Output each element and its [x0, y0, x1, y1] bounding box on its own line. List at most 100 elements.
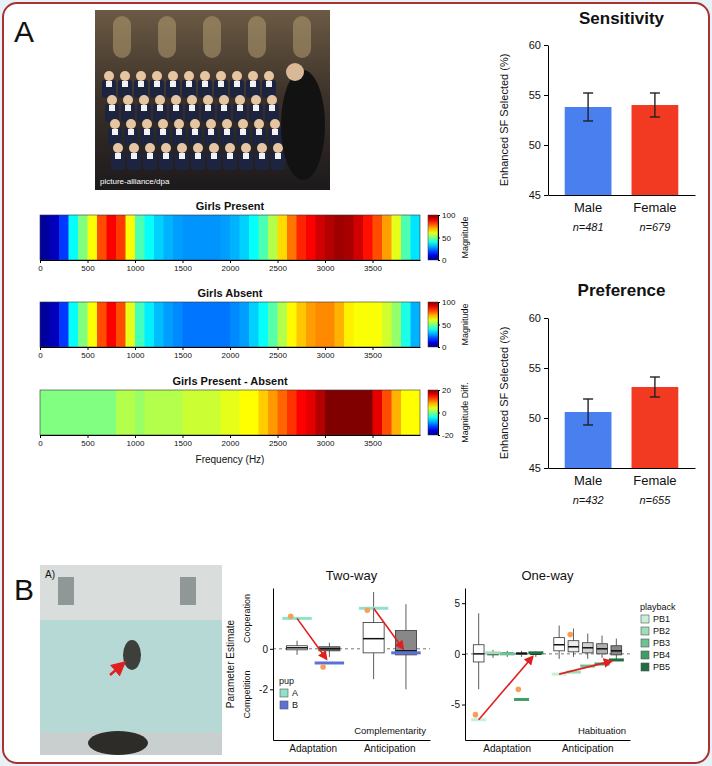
photo: picture-alliance/dpa	[95, 10, 330, 190]
tick: 0	[454, 649, 465, 660]
heatmap-cell	[354, 215, 364, 260]
photo-figure	[173, 105, 179, 111]
median	[611, 650, 622, 652]
tick-label: Anticipation	[364, 743, 416, 754]
photo-figure	[161, 143, 171, 153]
median	[287, 647, 308, 649]
chart-title: Girls Present - Absent	[172, 375, 287, 387]
tick-label: -5	[451, 699, 460, 710]
tick-label: 50	[529, 139, 541, 151]
tick-mark	[325, 260, 326, 263]
tick-mark	[270, 649, 273, 650]
tick-mark	[438, 390, 440, 391]
whisker	[478, 613, 479, 644]
heatmap-cell	[40, 215, 50, 260]
tick: 100	[438, 298, 456, 307]
axis-title: Enhanced SF Selected (%)	[498, 327, 510, 460]
photo-figure	[156, 128, 170, 146]
cells	[40, 215, 420, 260]
error-bar	[587, 399, 588, 425]
arrow	[559, 661, 611, 674]
error-cap	[583, 120, 593, 121]
tick-label: 3500	[364, 439, 382, 448]
heatmap-cell	[249, 215, 259, 260]
axis-line	[466, 740, 631, 741]
legend-swatch	[641, 651, 649, 659]
whisker	[405, 655, 406, 689]
heatmap-cell	[278, 215, 288, 260]
box	[597, 644, 608, 654]
tick-mark	[544, 468, 548, 469]
heatmap-cell	[335, 302, 345, 347]
tick-mark	[40, 347, 41, 350]
colorbar	[428, 390, 438, 435]
heatmap-cell	[316, 215, 326, 260]
photo-figure	[221, 105, 227, 111]
heatmap-cell	[145, 215, 155, 260]
tick: 1000	[127, 347, 145, 360]
arrow	[374, 608, 403, 649]
box-chart: One-way-505AdaptationAnticipationHabitua…	[451, 568, 676, 754]
photo-figure	[219, 95, 229, 105]
tick: 0	[438, 343, 447, 352]
photo-figure	[163, 153, 169, 159]
heatmap-cell	[183, 215, 193, 260]
axis-note: Cooperation	[242, 594, 252, 643]
colorbar	[428, 215, 438, 260]
tick: 0	[38, 347, 43, 360]
photo-figure	[249, 104, 263, 122]
heatmap-cell	[164, 215, 174, 260]
tick: 50	[529, 412, 548, 424]
tick-label: 2500	[269, 439, 287, 448]
tick-mark	[270, 689, 273, 690]
photo-figure	[266, 81, 272, 87]
tick-mark	[88, 260, 89, 263]
tick-label: 50	[529, 412, 541, 424]
axis-title: Parameter Estimate	[225, 619, 236, 708]
heatmap-cell	[354, 302, 364, 347]
median	[319, 648, 340, 650]
photo-figure	[207, 152, 221, 170]
legend-label: PB1	[653, 614, 670, 624]
photo-figure	[233, 104, 247, 122]
tick: Female	[633, 468, 676, 488]
heatmap-cell	[259, 215, 269, 260]
photo-figure	[122, 81, 128, 87]
heatmap-cell	[297, 390, 307, 435]
tick: -5	[451, 699, 465, 710]
legend-swatch	[641, 627, 649, 635]
point	[320, 664, 326, 670]
heatmap-cell	[116, 390, 126, 435]
tick-label: 3500	[364, 351, 382, 360]
heatmap-cell	[183, 390, 193, 435]
heatmap-cell	[211, 390, 221, 435]
photo-figure	[144, 129, 150, 135]
photo-figure	[157, 105, 163, 111]
whisker	[405, 604, 406, 630]
tick: 20	[438, 386, 451, 395]
photo: A)	[40, 565, 222, 755]
colorbar-title: Magnitude Diff.	[460, 382, 470, 442]
heatmap-cell	[249, 302, 259, 347]
panel-letter: A	[14, 15, 34, 48]
colorbar	[428, 302, 438, 347]
tick-mark	[544, 368, 548, 369]
photo-figure	[256, 129, 262, 135]
photo-figure	[185, 104, 199, 122]
heatmap-cell	[97, 390, 107, 435]
tick-label: 55	[529, 89, 541, 101]
photo-figure	[176, 129, 182, 135]
heatmap-cell	[401, 215, 411, 260]
point	[288, 614, 294, 620]
photo-figure	[147, 153, 153, 159]
tick-mark	[230, 347, 231, 350]
photo-figure	[262, 80, 276, 98]
tick: 50	[438, 234, 451, 243]
whisker	[616, 639, 617, 646]
heatmap-cell	[230, 390, 240, 435]
tick: 100	[438, 211, 456, 220]
photo-figure	[236, 128, 250, 146]
tick-mark	[135, 435, 136, 438]
box-chart: Two-way-20AdaptationAnticipationParamete…	[225, 568, 431, 754]
heatmap-cell	[268, 390, 278, 435]
